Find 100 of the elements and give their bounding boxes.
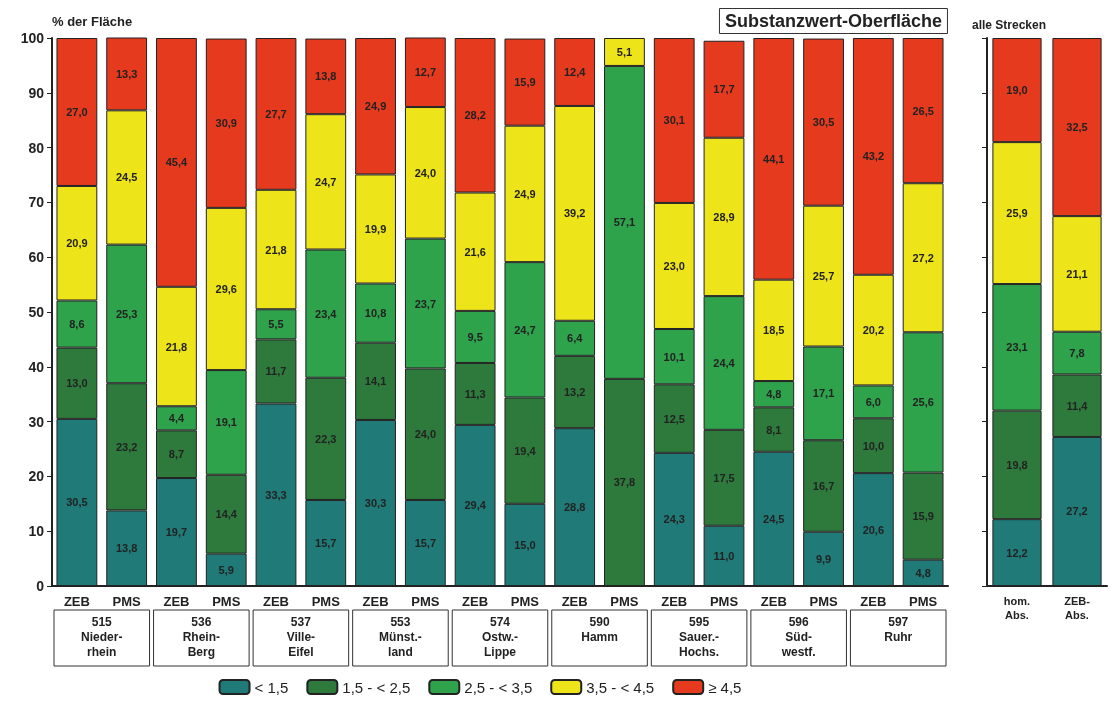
data-label: 14,4 <box>215 508 238 521</box>
data-label: 21,8 <box>165 340 188 353</box>
text: 597 Ruhr <box>884 614 913 644</box>
data-label: 12,4 <box>563 65 587 78</box>
x-tick-label: ZEB <box>63 593 90 609</box>
data-label: 11,7 <box>265 365 287 378</box>
data-label: 27,2 <box>912 251 934 264</box>
y-tick-label: 0 <box>36 578 45 594</box>
data-label: 57,1 <box>613 216 636 229</box>
data-label: 17,1 <box>812 387 835 400</box>
data-label: 30,5 <box>812 116 835 129</box>
data-label: 19,0 <box>1006 84 1028 97</box>
data-label: 24,5 <box>763 512 785 525</box>
data-label: 13,0 <box>66 377 88 390</box>
data-label: 14,1 <box>364 375 387 388</box>
x-tick-label: PMS <box>212 593 241 609</box>
data-label: 23,0 <box>663 259 685 272</box>
data-label: 21,8 <box>265 243 287 256</box>
data-label: 13,2 <box>563 386 586 399</box>
data-label: 27,0 <box>66 105 88 118</box>
data-label: 28,9 <box>713 210 735 223</box>
data-label: 19,1 <box>215 416 237 429</box>
data-label: 30,1 <box>663 114 685 127</box>
text: 596 Süd- westf. <box>780 614 816 659</box>
x-tick-label: PMS <box>510 593 540 609</box>
y-tick-label: 40 <box>28 358 45 375</box>
y-tick-label: 100 <box>20 30 45 46</box>
x-tick-label: ZEB <box>462 593 489 609</box>
data-label: 20,6 <box>862 523 885 536</box>
legend-label: 3,5 - < 4,5 <box>586 678 655 696</box>
x-tick-label: ZEB <box>860 593 887 609</box>
y-tick-label: 20 <box>28 468 45 485</box>
data-label: 25,6 <box>912 396 934 409</box>
y-tick-label: 60 <box>28 249 45 266</box>
data-label: 28,8 <box>563 501 586 514</box>
data-label: 27,2 <box>1066 505 1088 518</box>
data-label: 32,5 <box>1066 121 1088 134</box>
x-tick-label: PMS <box>610 593 639 609</box>
data-label: 12,7 <box>414 66 437 79</box>
data-label: 30,5 <box>66 496 88 509</box>
data-label: 25,7 <box>812 270 835 283</box>
data-label: 18,5 <box>763 324 785 337</box>
legend-label: < 1,5 <box>254 678 289 696</box>
data-label: 9,9 <box>815 552 832 565</box>
data-label: 15,7 <box>414 536 437 549</box>
y-tick-label: 50 <box>28 304 45 320</box>
chart-title: Substanzwert-Oberfläche <box>724 11 942 31</box>
data-label: 13,8 <box>115 542 138 555</box>
data-label: 24,0 <box>414 428 437 441</box>
x-tick-label: PMS <box>809 593 838 609</box>
text: 515 Nieder- rhein <box>81 614 123 659</box>
data-label: 17,7 <box>713 83 735 96</box>
x-tick-label: PMS <box>311 593 341 609</box>
data-label: 29,6 <box>215 282 237 295</box>
data-label: 33,3 <box>265 488 287 501</box>
x-tick-label: ZEB <box>263 593 289 609</box>
data-label: 37,8 <box>613 476 636 489</box>
data-label: 24,7 <box>315 175 337 188</box>
y-tick-label: 70 <box>28 194 45 211</box>
data-label: 23,1 <box>1006 341 1028 354</box>
data-label: 30,3 <box>364 496 387 509</box>
data-label: 9,5 <box>467 330 483 343</box>
data-label: 24,0 <box>414 166 437 179</box>
data-label: 7,8 <box>1069 347 1085 360</box>
x-tick-label: PMS <box>411 593 440 609</box>
y-axis-title: % der Fläche <box>52 14 133 29</box>
data-label: 23,2 <box>115 440 138 453</box>
data-label: 10,8 <box>364 307 387 320</box>
text: 595 Sauer.- Hochs. <box>679 614 720 659</box>
y-tick-label: 90 <box>28 84 45 101</box>
data-label: 39,2 <box>563 207 586 220</box>
data-label: 25,9 <box>1006 207 1028 220</box>
x-tick-label: PMS <box>909 593 938 609</box>
data-label: 5,1 <box>616 45 633 58</box>
data-label: 15,7 <box>315 536 337 549</box>
data-label: 19,8 <box>1006 458 1028 471</box>
data-label: 10,0 <box>862 439 885 452</box>
chart-title: alle Strecken <box>972 18 1047 32</box>
data-label: 22,3 <box>315 432 337 445</box>
data-label: 11,0 <box>713 549 735 562</box>
data-label: 10,1 <box>663 350 685 363</box>
data-label: 15,9 <box>912 510 934 523</box>
data-label: 21,6 <box>464 245 486 258</box>
data-label: 6,0 <box>865 395 881 408</box>
data-label: 24,7 <box>514 323 536 336</box>
data-label: 4,4 <box>168 412 185 425</box>
x-tick-label: PMS <box>709 593 739 609</box>
data-label: 5,5 <box>268 318 284 331</box>
text: 574 Ostw.- Lippe <box>481 614 519 659</box>
data-label: 24,4 <box>713 356 736 369</box>
data-label: 15,9 <box>514 76 536 89</box>
data-label: 4,8 <box>766 388 782 401</box>
data-label: 24,3 <box>663 513 685 526</box>
data-label: 30,9 <box>215 117 237 130</box>
data-label: 24,9 <box>364 100 387 113</box>
x-tick-label: ZEB- Abs. <box>1064 595 1091 621</box>
data-label: 23,4 <box>315 307 338 320</box>
data-label: 24,9 <box>514 187 536 200</box>
data-label: 20,2 <box>862 324 885 337</box>
x-tick-label: ZEB <box>362 593 389 609</box>
